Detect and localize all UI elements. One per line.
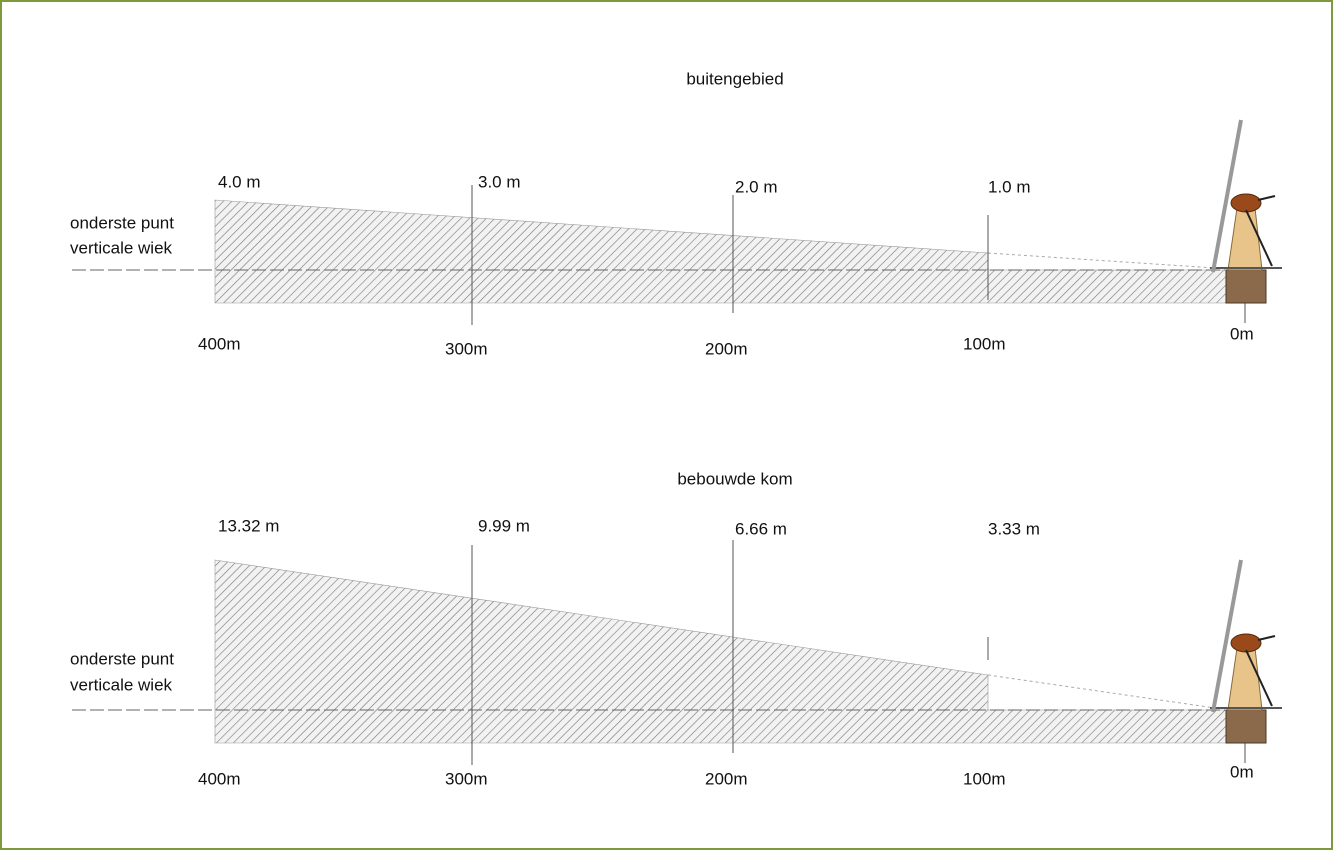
distance-label: 300m bbox=[445, 339, 488, 358]
distance-label: 0m bbox=[1230, 324, 1254, 343]
height-label: 3.33 m bbox=[988, 519, 1040, 538]
side-label: verticale wiek bbox=[70, 675, 173, 694]
windmill-strut bbox=[1245, 209, 1273, 267]
windmill-cap bbox=[1230, 633, 1262, 653]
distance-label: 400m bbox=[198, 334, 241, 353]
side-label: onderste punt bbox=[70, 213, 174, 232]
side-label: onderste punt bbox=[70, 649, 174, 668]
height-label: 3.0 m bbox=[478, 172, 521, 191]
height-label: 4.0 m bbox=[218, 172, 261, 191]
height-label: 1.0 m bbox=[988, 177, 1031, 196]
distance-label: 200m bbox=[705, 769, 748, 788]
distance-label: 300m bbox=[445, 769, 488, 788]
windmill-base bbox=[1225, 269, 1267, 304]
windmill-sail bbox=[1211, 559, 1243, 713]
windmill-strut bbox=[1245, 649, 1273, 707]
height-label: 6.66 m bbox=[735, 519, 787, 538]
distance-label: 400m bbox=[198, 769, 241, 788]
distance-label: 100m bbox=[963, 769, 1006, 788]
panel: bebouwde kom onderste punt verticale wiek 1… bbox=[70, 469, 1282, 788]
sight-line bbox=[987, 674, 1216, 709]
panel: buitengebied onderste punt verticale wiek 4… bbox=[70, 69, 1282, 358]
distance-label: 200m bbox=[705, 339, 748, 358]
windmill-shaft bbox=[1257, 635, 1276, 641]
windmill-base bbox=[1225, 709, 1267, 744]
distance-label: 100m bbox=[963, 334, 1006, 353]
windmill-cap bbox=[1230, 193, 1262, 213]
side-label: verticale wiek bbox=[70, 238, 173, 257]
distance-label: 0m bbox=[1230, 762, 1254, 781]
windmill-sail bbox=[1211, 119, 1243, 273]
sight-line bbox=[987, 252, 1216, 269]
windmill bbox=[1210, 559, 1282, 744]
windmill-shaft bbox=[1257, 195, 1276, 201]
panel-title: buitengebied bbox=[686, 69, 783, 88]
height-label: 2.0 m bbox=[735, 177, 778, 196]
windmill bbox=[1210, 119, 1282, 304]
panel-title: bebouwde kom bbox=[677, 469, 792, 488]
height-label: 13.32 m bbox=[218, 516, 279, 535]
height-label: 9.99 m bbox=[478, 516, 530, 535]
